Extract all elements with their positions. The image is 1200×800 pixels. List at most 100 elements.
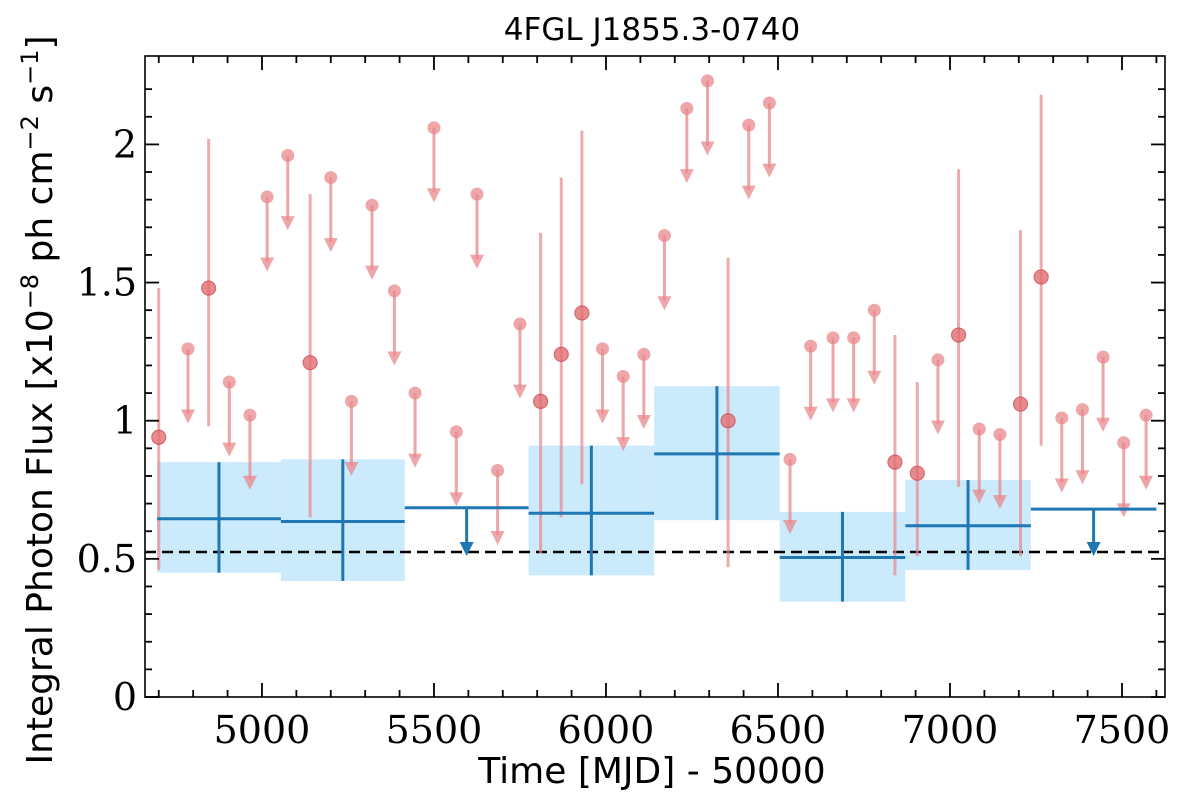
detection-marker	[1033, 269, 1049, 285]
y-tick-label: 0.5	[77, 537, 137, 581]
upper-limit-marker	[742, 118, 756, 132]
upper-limit-marker	[931, 353, 945, 367]
upper-limit-marker	[637, 347, 651, 361]
upper-limit-arrow-head	[595, 409, 610, 424]
upper-limit-marker	[616, 370, 630, 383]
upper-limit-arrow-head	[930, 420, 945, 435]
upper-limit-arrow-head	[867, 370, 882, 385]
plot-area: 5000 5500 6000 6500 7000 7500 0 0.5 1 1.5 2	[77, 55, 1170, 752]
upper-limit-marker	[1055, 411, 1069, 425]
upper-limit-arrow-head	[426, 188, 441, 203]
upper-limit-arrow-head	[280, 216, 295, 231]
upper-limit-arrow-head	[1054, 478, 1069, 493]
upper-limit-arrow-head	[344, 461, 359, 476]
upper-limit-marker	[513, 317, 527, 331]
upper-limit-marker	[1096, 350, 1110, 364]
x-tick-label: 5000	[214, 708, 311, 752]
y-axis-label-exp3: −1	[16, 50, 44, 85]
long-bin-upper-limit-head	[459, 541, 474, 556]
y-tick-label: 2	[113, 122, 137, 166]
upper-limit-arrow-head	[700, 141, 715, 156]
upper-limit-marker	[408, 386, 422, 400]
y-axis-label-close: ]	[20, 35, 61, 49]
x-tick-label: 7000	[902, 708, 999, 752]
upper-limit-marker	[281, 148, 295, 162]
upper-limit-arrow-head	[469, 254, 484, 269]
y-axis-label-part1: Integral Photon Flux [x10	[20, 309, 61, 764]
detection-marker	[1012, 396, 1029, 412]
y-axis-label: Integral Photon Flux [x10−8 ph cm−2 s−1]	[16, 35, 61, 764]
y-axis-label-exp1: −8	[16, 274, 44, 309]
chart-title: 4FGL J1855.3-0740	[504, 12, 800, 48]
plot-frame	[144, 55, 1166, 698]
upper-limit-arrow-head	[181, 409, 196, 424]
upper-limit-marker	[680, 101, 694, 115]
upper-limit-arrow-head	[636, 414, 651, 429]
y-axis-label-part3: s	[20, 85, 61, 115]
y-axis-label-part2: ph cm	[20, 150, 61, 273]
upper-limit-marker	[826, 331, 840, 345]
upper-limit-marker	[181, 342, 195, 356]
upper-limit-marker	[993, 428, 1007, 442]
detection-marker	[950, 327, 967, 343]
upper-limit-arrow-head	[449, 492, 464, 507]
y-tick-label: 0	[113, 675, 137, 719]
upper-limit-marker	[260, 190, 274, 204]
x-tick-label: 5500	[386, 708, 483, 752]
long-bin-upper-limit-head	[1086, 541, 1101, 556]
upper-limit-arrow-head	[826, 398, 841, 413]
upper-limit-arrow-head	[387, 351, 402, 366]
detection-marker	[574, 305, 590, 321]
upper-limit-marker	[783, 452, 797, 466]
detection-marker	[533, 393, 549, 409]
upper-limit-marker	[243, 408, 257, 422]
y-tick-label: 1	[113, 399, 137, 443]
x-tick-label: 6000	[558, 708, 655, 752]
upper-limit-marker	[1117, 436, 1131, 450]
upper-limit-arrow-head	[222, 442, 237, 457]
detection-marker	[553, 346, 569, 362]
upper-limit-marker	[387, 284, 401, 298]
upper-limit-arrow-head	[1096, 417, 1111, 432]
upper-limit-arrow-head	[1075, 470, 1090, 485]
upper-limit-arrow-head	[616, 437, 631, 452]
upper-limit-arrow-head	[762, 163, 777, 178]
x-axis-label: Time [MJD] - 50000	[477, 751, 825, 792]
upper-limit-marker	[222, 375, 236, 389]
upper-limit-arrow-head	[323, 238, 338, 253]
upper-limit-arrow-head	[741, 185, 756, 200]
upper-limit-marker	[427, 121, 441, 135]
upper-limit-marker	[596, 342, 610, 356]
y-axis-label-exp2: −2	[16, 115, 44, 150]
upper-limit-marker	[804, 339, 818, 353]
detection-marker	[151, 429, 167, 445]
upper-limit-arrow-head	[365, 265, 380, 280]
upper-limit-arrow-head	[783, 519, 798, 534]
upper-limit-marker	[657, 229, 671, 243]
upper-limit-arrow-head	[846, 398, 861, 413]
upper-limit-arrow-head	[972, 489, 987, 504]
upper-limit-arrow-head	[512, 384, 527, 399]
upper-limit-arrow-head	[657, 296, 672, 311]
upper-limit-arrow-head	[679, 169, 694, 184]
upper-limit-marker	[344, 394, 358, 408]
upper-limit-marker	[700, 74, 714, 88]
detection-marker	[909, 465, 925, 481]
detection-marker	[720, 413, 736, 429]
detection-marker	[302, 355, 318, 371]
upper-limit-arrow-head	[260, 257, 275, 272]
upper-limit-marker	[762, 96, 776, 110]
upper-limit-marker	[324, 171, 338, 185]
upper-limit-marker	[847, 331, 861, 345]
upper-limit-arrow-head	[490, 531, 505, 546]
upper-limit-arrow-head	[992, 495, 1007, 510]
upper-limit-marker	[491, 463, 505, 477]
upper-limit-arrow-head	[242, 475, 257, 490]
upper-limit-marker	[972, 422, 986, 436]
upper-limit-marker	[365, 198, 379, 212]
upper-limit-arrow-head	[408, 453, 423, 468]
upper-limit-marker	[470, 187, 484, 201]
detection-marker	[887, 454, 903, 470]
upper-limit-arrow-head	[803, 406, 818, 421]
